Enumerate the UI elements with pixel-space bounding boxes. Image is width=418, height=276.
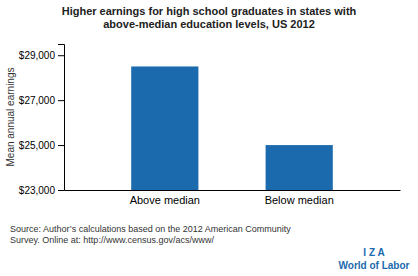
text-line: Source: Author’s calculations based on t… [10, 224, 291, 234]
y-tick: $29,000 [19, 50, 64, 61]
y-tick: $27,000 [19, 95, 64, 106]
y-tick-label: $25,000 [19, 140, 56, 151]
y-axis-line [58, 45, 65, 191]
y-tick-label: $29,000 [19, 50, 56, 61]
logo-text: I Z A [363, 247, 384, 258]
y-tick-mark [58, 100, 64, 101]
chart-container: Higher earnings for high school graduate… [0, 0, 418, 276]
x-tick-label: Above median [130, 194, 200, 206]
y-tick-label: $23,000 [19, 185, 56, 196]
y-tick-mark [58, 55, 64, 56]
y-tick-mark [58, 145, 64, 146]
x-tick-label: Below median [265, 194, 334, 206]
source-note: Source: Author’s calculations based on t… [10, 224, 291, 245]
y-axis: $23,000 $25,000 $27,000 $29,000 [19, 45, 65, 196]
logo-text: World of Labor [339, 260, 410, 271]
y-tick: $23,000 [19, 185, 64, 196]
y-tick: $25,000 [19, 140, 64, 151]
text-line: Survey. Online at: http://www.census.gov… [10, 235, 214, 245]
y-tick-label: $27,000 [19, 95, 56, 106]
text-line: Higher earnings for high school graduate… [62, 5, 357, 17]
bar [266, 145, 333, 190]
y-axis-title: Mean annual earnings [5, 68, 16, 167]
text-line: above-median education levels, US 2012 [103, 18, 315, 30]
chart-svg: Higher earnings for high school graduate… [0, 0, 418, 276]
x-axis: Above median Below median [65, 191, 401, 206]
x-tick: Below median [265, 194, 334, 206]
title: Higher earnings for high school graduate… [62, 5, 357, 30]
y-tick-mark [58, 190, 64, 191]
plot: $23,000 $25,000 $27,000 $29,000 Above median… [19, 45, 401, 206]
bars [131, 66, 333, 190]
x-tick: Above median [130, 194, 200, 206]
x-axis-line [65, 190, 401, 191]
bar [131, 66, 198, 190]
